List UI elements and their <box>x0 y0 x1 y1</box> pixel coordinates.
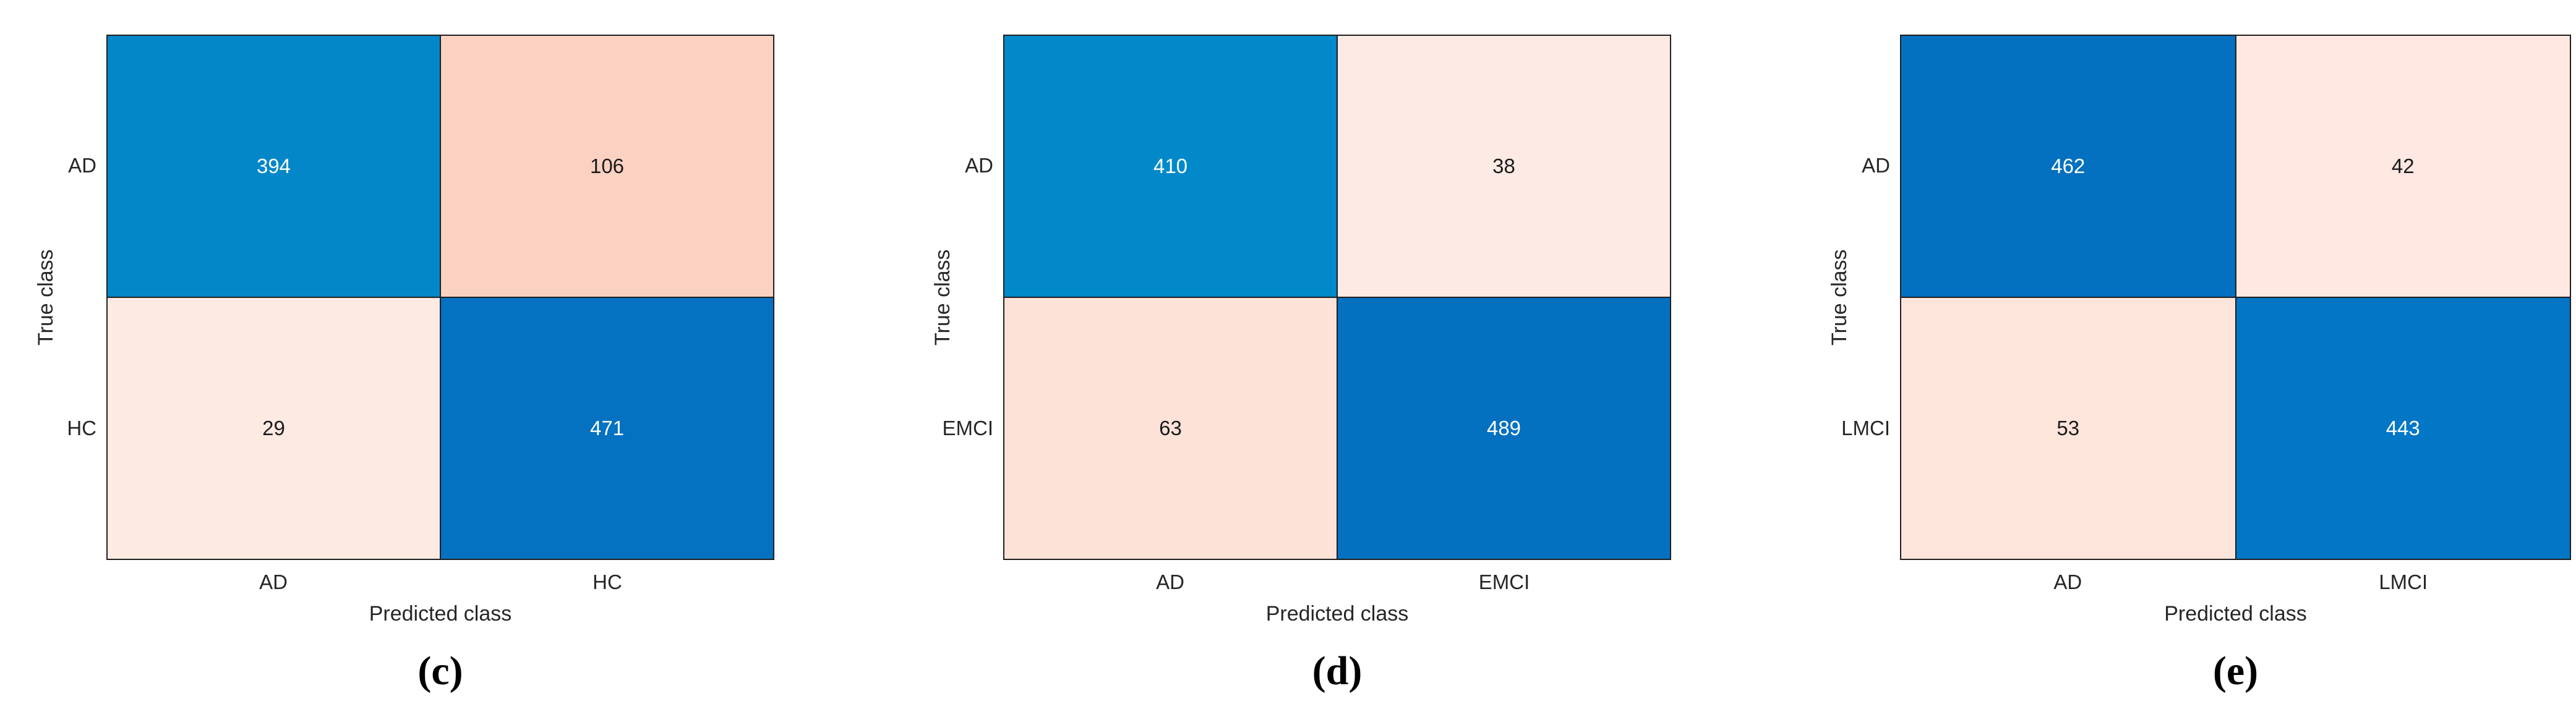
y-axis-label: True class <box>34 249 58 346</box>
matrix-cell: 106 <box>441 36 773 297</box>
x-axis-label: Predicted class <box>2164 602 2307 626</box>
column-tick-label: LMCI <box>2379 571 2428 593</box>
x-axis-label: Predicted class <box>1265 602 1409 626</box>
column-tick-label: HC <box>593 571 622 593</box>
column-tick-label: AD <box>1156 571 1184 593</box>
column-tick-label: AD <box>2053 571 2082 593</box>
matrix-grid: 410 38 63 489 <box>1003 35 1671 560</box>
row-tick-label: AD <box>1862 154 1890 177</box>
y-axis-label: True class <box>931 249 954 346</box>
matrix-cell: 29 <box>108 298 440 559</box>
matrix-cell: 410 <box>1004 36 1337 297</box>
x-axis-label: Predicted class <box>369 602 512 626</box>
matrix-cell: 42 <box>2236 36 2570 297</box>
matrix-grid: 462 42 53 443 <box>1900 35 2571 560</box>
matrix-cell: 63 <box>1004 298 1337 559</box>
confusion-matrix-panel-c: True class AD HC 394 106 29 471 AD HC Pr… <box>34 10 774 717</box>
row-tick-label: LMCI <box>1841 417 1890 439</box>
column-tick-label: AD <box>259 571 288 593</box>
row-tick-label: EMCI <box>942 417 994 439</box>
confusion-matrix-panel-e: True class AD LMCI 462 42 53 443 AD LMCI… <box>1828 10 2571 717</box>
panel-caption: (c) <box>417 648 463 694</box>
matrix-cell: 394 <box>108 36 440 297</box>
matrix-cell: 462 <box>1901 36 2235 297</box>
matrix-cell: 443 <box>2236 298 2570 559</box>
panel-caption: (e) <box>2212 648 2259 694</box>
panel-caption: (d) <box>1312 648 1363 694</box>
row-tick-label: AD <box>965 154 993 177</box>
matrix-grid: 394 106 29 471 <box>106 35 774 560</box>
row-tick-label: HC <box>67 417 96 439</box>
column-tick-label: EMCI <box>1478 571 1530 593</box>
matrix-cell: 471 <box>441 298 773 559</box>
y-axis-label: True class <box>1828 249 1851 346</box>
matrix-cell: 38 <box>1338 36 1670 297</box>
matrix-cell: 53 <box>1901 298 2235 559</box>
confusion-matrix-panel-d: True class AD EMCI 410 38 63 489 AD EMCI… <box>931 10 1671 717</box>
row-tick-label: AD <box>68 154 96 177</box>
matrix-cell: 489 <box>1338 298 1670 559</box>
